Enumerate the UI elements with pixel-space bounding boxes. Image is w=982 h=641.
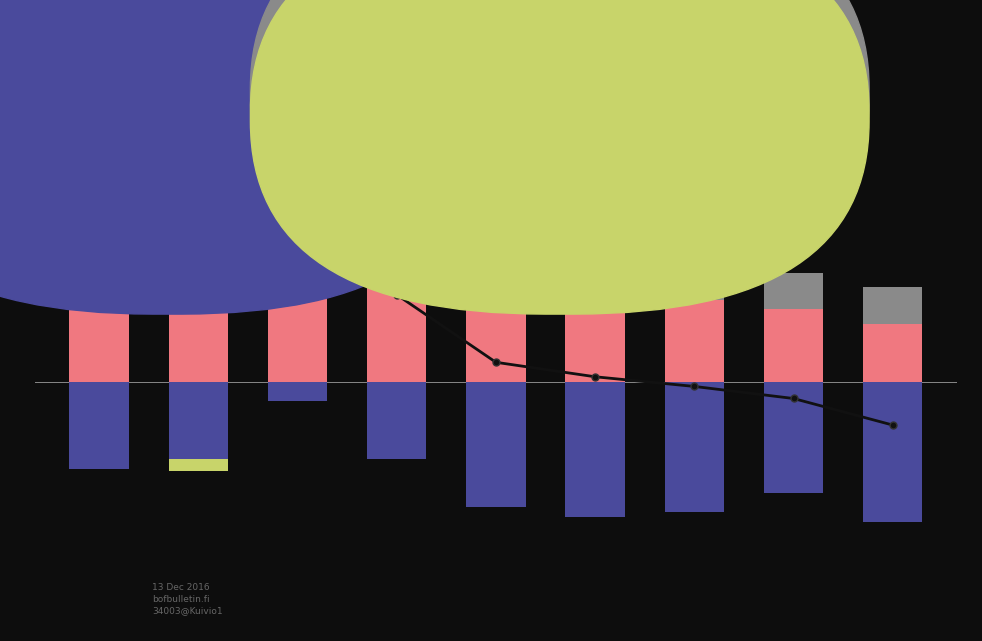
Bar [863,381,922,522]
Bar [169,381,228,459]
Bar [566,251,625,290]
Bar [169,194,228,246]
Bar [566,290,625,381]
Bar [70,381,129,469]
Bar [665,266,724,299]
Bar [665,381,724,512]
Bar [863,324,922,381]
Bar [70,112,129,188]
Bar [169,459,228,471]
Bar [466,295,525,381]
Bar [268,194,327,237]
Bar [466,251,525,295]
Bar [70,237,129,381]
Bar [764,309,823,381]
Text: 13 Dec 2016
bofbulletin.fi
34003@Kuivio1: 13 Dec 2016 bofbulletin.fi 34003@Kuivio1 [152,583,223,615]
Bar [863,287,922,324]
Bar [268,381,327,401]
Bar [764,273,823,309]
Bar [70,188,129,237]
Bar [367,266,426,381]
Bar [268,237,327,381]
Bar [566,381,625,517]
Bar [367,381,426,459]
Bar [665,299,724,381]
Bar [764,381,823,493]
Bar [169,246,228,381]
Bar [367,227,426,266]
Bar [466,381,525,507]
